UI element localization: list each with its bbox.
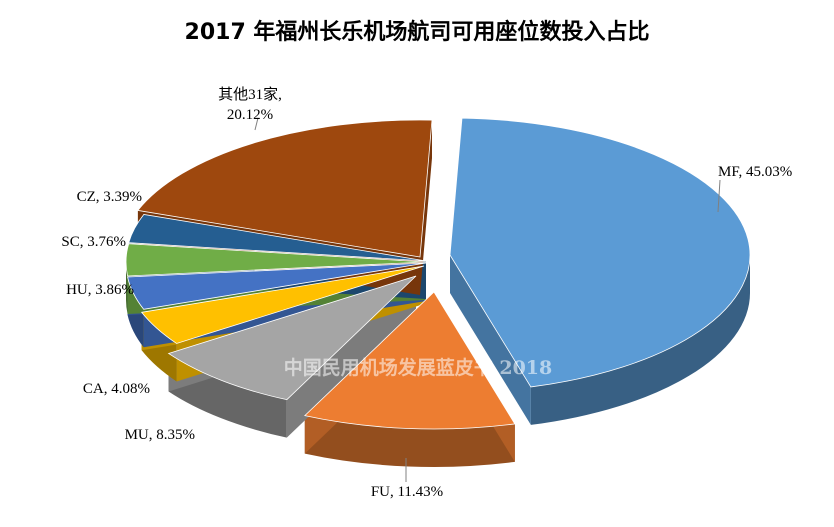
pie-slice-7 [137,119,433,258]
data-label-7-line-0: 其他31家, [218,86,282,103]
pie-side-0 [530,255,750,425]
watermark: 中国民用机场发展蓝皮书 2018 [284,356,553,379]
leader-line-0 [717,179,721,213]
chart-title: 2017 年福州长乐机场航司可用座位数投入占比 [184,20,650,45]
pie-slice-2 [167,275,417,401]
data-label-6: CZ, 3.39% [77,189,142,205]
pie-slice-5 [125,243,427,277]
data-label-4: HU, 3.86% [66,282,134,298]
pie-slice-4 [127,262,427,310]
data-label-3: CA, 4.08% [83,381,150,397]
data-label-7-line-1: 20.12% [227,107,273,123]
data-label-2: MU, 8.35% [125,427,195,443]
data-label-0: MF, 45.03% [718,164,792,180]
pie-slice-3 [140,265,425,344]
pie-wall-7-1 [420,120,432,295]
data-label-5: SC, 3.76% [61,234,126,250]
leader-line-7 [254,117,259,131]
pie-slice-1 [303,291,516,430]
pie-slice-0 [449,117,751,388]
pie-wall-0-1 [450,255,531,425]
pie-slice-6 [128,213,427,262]
data-label-1: FU, 11.43% [371,484,443,500]
